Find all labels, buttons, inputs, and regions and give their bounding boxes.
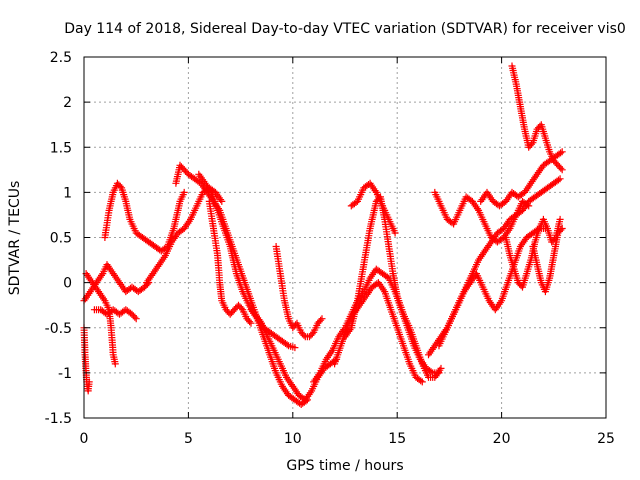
y-tick-label: 0	[63, 276, 72, 292]
data-point	[417, 377, 425, 385]
data-point	[551, 235, 558, 243]
data-point	[437, 364, 445, 372]
series-track-13	[331, 279, 426, 386]
chart-title: Day 114 of 2018, Sidereal Day-to-day VTE…	[64, 21, 626, 37]
data-point	[246, 318, 254, 326]
x-tick-label: 0	[80, 431, 89, 447]
series-track-22	[502, 215, 564, 291]
y-tick-label: -0.5	[45, 321, 72, 337]
series-track-9	[205, 197, 255, 327]
data-point	[525, 202, 533, 210]
data-point	[557, 149, 565, 157]
series-track-15	[341, 193, 445, 381]
data-point	[308, 330, 316, 338]
data-point	[237, 304, 245, 312]
x-tick-labels: 0 5 10 15 20 25	[80, 431, 615, 447]
y-tick-label: 2	[63, 95, 72, 111]
data-point	[557, 164, 565, 172]
data-point	[131, 313, 139, 321]
series-track-2	[90, 306, 140, 323]
x-tick-label: 5	[184, 431, 193, 447]
y-tick-label: 1	[63, 185, 72, 201]
data-point	[558, 166, 566, 174]
data-point	[111, 360, 119, 368]
series-track-5	[101, 179, 188, 255]
series-track-20	[508, 62, 566, 174]
data-point	[247, 319, 255, 327]
series-track-4	[80, 324, 93, 395]
y-tick-label: -1	[58, 366, 72, 382]
y-tick-label: 2.5	[50, 50, 72, 66]
y-tick-label: 0.5	[50, 231, 72, 247]
data-point	[180, 188, 188, 196]
data-points	[80, 62, 566, 408]
axis-ticks	[83, 56, 607, 419]
y-tick-label: 1.5	[50, 140, 72, 156]
series-track-3	[82, 270, 119, 368]
x-tick-label: 10	[284, 431, 302, 447]
data-point	[558, 148, 566, 156]
x-tick-label: 15	[388, 431, 406, 447]
y-tick-label: -1.5	[45, 411, 72, 427]
data-point	[116, 182, 124, 190]
data-point	[556, 215, 564, 223]
grid-lines	[84, 57, 606, 418]
x-tick-label: 25	[597, 431, 615, 447]
data-point	[556, 175, 564, 183]
series-track-10	[247, 306, 299, 352]
data-point	[85, 378, 93, 386]
data-point	[218, 197, 226, 205]
x-tick-label: 20	[493, 431, 511, 447]
data-point	[523, 201, 531, 209]
data-point	[132, 315, 140, 323]
data-point	[318, 315, 326, 323]
series-track-18	[431, 188, 533, 246]
data-point	[528, 140, 535, 148]
data-point	[300, 331, 308, 339]
x-axis-title: GPS time / hours	[286, 458, 403, 474]
data-point	[555, 176, 562, 184]
data-point	[391, 229, 399, 237]
y-tick-labels: 2.5 2 1.5 1 0.5 0 -0.5 -1 -1.5	[45, 50, 72, 427]
data-point	[291, 344, 299, 352]
series-track-11	[272, 243, 326, 341]
y-axis-title: SDTVAR / TECUs	[7, 181, 23, 296]
data-point	[283, 341, 291, 349]
data-point	[317, 316, 325, 324]
data-point	[418, 378, 426, 386]
